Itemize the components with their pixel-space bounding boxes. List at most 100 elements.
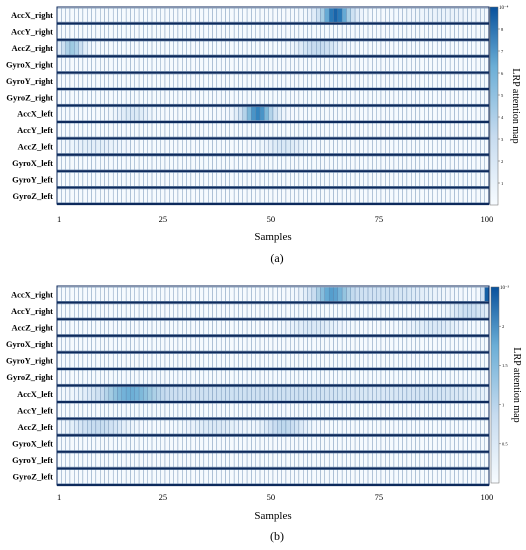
heatmap-cell [264, 303, 269, 318]
heatmap-cell [458, 320, 464, 335]
heatmap-cell [303, 469, 308, 484]
heatmap-cell [475, 436, 481, 451]
heatmap-cell [380, 370, 386, 385]
heatmap-cell [480, 436, 485, 451]
heatmap-cell [156, 287, 161, 302]
heatmap-cell [225, 90, 230, 105]
heatmap-cell [61, 419, 66, 435]
heatmap-cell [156, 139, 161, 154]
heatmap-cell [143, 8, 148, 23]
heatmap-cell [428, 188, 434, 203]
heatmap-cell [462, 370, 468, 385]
heatmap-cell [367, 73, 373, 88]
heatmap-cell [164, 73, 170, 88]
heatmap-cell [160, 172, 166, 187]
heatmap-cell [346, 303, 351, 318]
heatmap-cell [95, 123, 101, 138]
heatmap-cell [398, 106, 403, 121]
heatmap-cell [225, 57, 230, 72]
heatmap-cell [337, 419, 343, 435]
heatmap-cell [151, 155, 157, 170]
heatmap-cell [255, 172, 261, 187]
heatmap-cell [91, 172, 97, 187]
heatmap-cell [436, 386, 442, 401]
heatmap-cell [294, 24, 300, 39]
heatmap-cell [402, 353, 408, 368]
heatmap-cell [268, 57, 274, 72]
heatmap-cell [480, 172, 485, 187]
heatmap-cell [320, 386, 326, 401]
heatmap-cell [208, 403, 213, 418]
heatmap-cell [337, 73, 343, 88]
heatmap-cell [419, 8, 425, 23]
heatmap-cell [138, 24, 144, 39]
heatmap-cell [61, 155, 66, 170]
heatmap-cell [56, 419, 62, 435]
heatmap-cell [264, 24, 269, 39]
heatmap-cell [320, 287, 326, 302]
heatmap-cell [147, 386, 153, 401]
heatmap-cell [130, 106, 135, 121]
heatmap-cell [143, 41, 148, 56]
heatmap-cell [255, 419, 261, 435]
heatmap-cell [272, 73, 278, 88]
heatmap-cell [255, 436, 261, 451]
heatmap-cell [458, 353, 464, 368]
heatmap-cell [160, 403, 166, 418]
heatmap-cell [220, 403, 226, 418]
heatmap-cell [406, 155, 412, 170]
heatmap-cell [372, 469, 377, 484]
heatmap-cell [173, 57, 179, 72]
heatmap-cell [82, 73, 88, 88]
heatmap-cell [350, 24, 356, 39]
row-label: AccX_left [17, 389, 53, 399]
heatmap-cell [177, 155, 183, 170]
heatmap-cell [480, 41, 485, 56]
heatmap-cell [350, 287, 356, 302]
heatmap-cell [406, 469, 412, 484]
heatmap-cell [259, 8, 265, 23]
heatmap-cell [104, 139, 110, 154]
heatmap-cell [354, 57, 360, 72]
heatmap-cell [182, 155, 187, 170]
heatmap-cell [242, 41, 248, 56]
heatmap-cell [467, 24, 472, 39]
heatmap-cell [385, 419, 390, 435]
heatmap-cell [449, 469, 455, 484]
heatmap-cell [100, 386, 105, 401]
heatmap-cell [419, 403, 425, 418]
heatmap-cell [203, 8, 209, 23]
heatmap-cell [380, 403, 386, 418]
heatmap-cell [65, 320, 71, 335]
heatmap-cell [424, 41, 429, 56]
heatmap-cell [177, 106, 183, 121]
heatmap-cell [428, 106, 434, 121]
heatmap-cell [156, 24, 161, 39]
heatmap-cell [272, 8, 278, 23]
heatmap-cell [393, 336, 399, 352]
heatmap-cell [108, 172, 114, 187]
heatmap-cell [389, 8, 395, 23]
heatmap-cell [264, 419, 269, 435]
heatmap-cell [445, 436, 451, 451]
heatmap-cell [337, 139, 343, 154]
heatmap-cell [389, 386, 395, 401]
heatmap-cell [87, 287, 92, 302]
heatmap-cell [333, 41, 338, 56]
heatmap-cell [87, 436, 92, 451]
heatmap-cell [428, 123, 434, 138]
heatmap-cell [151, 188, 157, 203]
heatmap-cell [255, 41, 261, 56]
heatmap-cell [225, 73, 230, 88]
heatmap-cell [346, 123, 351, 138]
heatmap-cell [337, 370, 343, 385]
heatmap-cell [424, 287, 429, 302]
heatmap-cell [82, 403, 88, 418]
heatmap-cell [311, 106, 317, 121]
heatmap-cell [242, 172, 248, 187]
heatmap-cell [290, 436, 295, 451]
heatmap-cell [372, 41, 377, 56]
heatmap-cell [359, 469, 364, 484]
heatmap-cell [324, 386, 330, 401]
heatmap-cell [264, 453, 269, 468]
